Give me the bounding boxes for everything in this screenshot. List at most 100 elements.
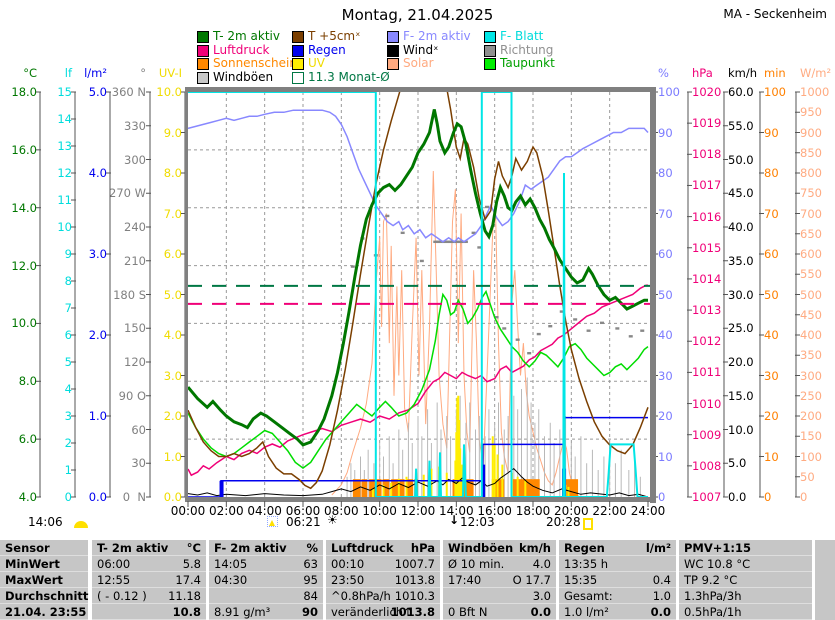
table-cell: Gesamt: bbox=[564, 589, 613, 603]
legend-color-box bbox=[197, 31, 209, 43]
table-column-3: Luftdruck hPa 00:10 1007.7 23:50 1013.8 ^0.8hP… bbox=[326, 540, 440, 620]
table-header-row: PMV+1:15 bbox=[679, 540, 812, 556]
plot-border-left bbox=[185, 87, 188, 502]
axis-tick-label: 8.0 bbox=[163, 166, 182, 180]
table-cell: Durchschnitt bbox=[5, 589, 89, 603]
axis-tick-label: 100 bbox=[764, 85, 786, 99]
axis-tick-label: 11 bbox=[57, 193, 72, 207]
axis-tick-label: 4 bbox=[64, 382, 72, 396]
table-cell: 14:05 bbox=[214, 557, 248, 571]
sun-icon: ☀ bbox=[327, 513, 338, 527]
axis-tick-label: 20.0 bbox=[728, 355, 754, 369]
axis-tick-label: 1020 bbox=[692, 85, 722, 99]
axis-tick-label: 1015 bbox=[692, 240, 722, 255]
stats-table: Sensor MinWert MaxWert Durchschnitt 21.04. 2… bbox=[0, 540, 835, 620]
axis-tick-label: 18.0 bbox=[11, 85, 37, 99]
axis-tick-label: 0.0 bbox=[163, 490, 182, 504]
table-column-unit: °C bbox=[186, 541, 201, 555]
axis-tick-label: 7 bbox=[64, 301, 72, 315]
axis-tick-label: 1.0 bbox=[88, 409, 107, 423]
table-cell: MaxWert bbox=[5, 573, 63, 587]
axis-tick-label: 800 bbox=[800, 166, 822, 180]
axis-header: min bbox=[764, 66, 786, 80]
moonrise-time: 14:06 bbox=[28, 515, 63, 529]
table-cell-value: 3.0 bbox=[532, 589, 551, 603]
axis-tick-label: 330 bbox=[124, 118, 146, 133]
series-t5cm bbox=[187, 90, 649, 490]
axis-header: l/m² bbox=[84, 66, 107, 80]
axis-tick-label: 1011 bbox=[692, 365, 722, 380]
plot-border-bottom bbox=[185, 497, 656, 502]
axis-tick-label: 400 bbox=[800, 328, 822, 342]
axis-tick-label: 4.0 bbox=[88, 166, 107, 180]
table-sensor-column: Sensor MinWert MaxWert Durchschnitt 21.04. 2… bbox=[0, 540, 88, 620]
axis-tick-label: 750 bbox=[800, 186, 822, 201]
solar-noon-time: 12:03 bbox=[460, 515, 495, 529]
table-column-unit: km/h bbox=[518, 541, 551, 555]
table-cell: Ø 10 min. bbox=[448, 557, 505, 571]
table-row-label: Durchschnitt bbox=[0, 588, 88, 604]
axis-tick-label: 450 bbox=[800, 307, 822, 322]
table-row: 8.91 g/m³ 90 bbox=[209, 604, 323, 620]
axis-tick-label: 50 bbox=[764, 287, 779, 302]
table-cell-value: 4.0 bbox=[532, 557, 551, 571]
table-cell: WC 10.8 °C bbox=[684, 557, 751, 571]
axis-tick-label: 9.0 bbox=[163, 125, 182, 140]
axis-header: W/m² bbox=[800, 66, 832, 80]
table-column-unit: % bbox=[306, 541, 318, 555]
axis-header: % bbox=[658, 66, 669, 80]
table-cell-value: 0.0 bbox=[530, 605, 551, 619]
axis-tick-label: 850 bbox=[800, 145, 822, 160]
table-cell-value: 11.18 bbox=[168, 589, 201, 603]
table-row-label: MaxWert bbox=[0, 572, 88, 588]
axis-tick-label: 6.0 bbox=[18, 432, 37, 447]
table-row-label: Sensor bbox=[0, 540, 88, 556]
axis-tick-label: 70 bbox=[658, 206, 673, 221]
table-header-row: T- 2m aktiv °C bbox=[92, 540, 206, 556]
axis-tick-label: 14.0 bbox=[11, 200, 37, 215]
axis-tick-label: 60 bbox=[764, 247, 779, 261]
table-cell-value: 90 bbox=[301, 605, 318, 619]
axis-tick-label: 90 bbox=[764, 125, 779, 140]
axis-tick-label: 25.0 bbox=[728, 321, 754, 336]
table-row: 1.3hPa/3h bbox=[679, 588, 812, 604]
legend-color-box bbox=[292, 31, 304, 43]
axis-tick-label: 5.0 bbox=[88, 85, 107, 99]
table-row: 10.8 bbox=[92, 604, 206, 620]
table-column-header: Regen bbox=[564, 541, 605, 555]
table-cell-value: 1013.8 bbox=[394, 573, 435, 587]
legend-item-label: Taupunkt bbox=[500, 56, 555, 70]
axis-tick-label: 10.0 bbox=[728, 422, 754, 437]
moonrise-icon bbox=[74, 521, 88, 528]
table-row: 00:10 1007.7 bbox=[326, 556, 440, 572]
table-column-unit: l/m² bbox=[645, 541, 671, 555]
time-tick-label: 10:00 bbox=[362, 504, 397, 518]
table-cell: 8.91 g/m³ bbox=[214, 605, 271, 619]
chart-series bbox=[187, 90, 649, 498]
axis-tick-label: 1000 bbox=[800, 85, 830, 99]
axis-tick-label: 30 bbox=[658, 368, 673, 383]
time-tick-label: 06:00 bbox=[285, 504, 321, 518]
axis-tick-label: 60 bbox=[658, 247, 673, 261]
time-tick-label: 24:00 bbox=[630, 504, 666, 518]
table-row: 15:35 0.4 bbox=[559, 572, 676, 588]
axis-tick-label: 60 bbox=[131, 422, 146, 437]
table-row: 84 bbox=[209, 588, 323, 604]
legend-item-label: Windˣ bbox=[403, 42, 439, 57]
table-cell: ( - 0.12 ) bbox=[97, 589, 147, 603]
axis-tick-label: 0.0 bbox=[728, 490, 747, 504]
table-header-row: Luftdruck hPa bbox=[326, 540, 440, 556]
table-cell-value: 1.0 bbox=[652, 589, 671, 603]
table-row: TP 9.2 °C bbox=[679, 572, 812, 588]
axis-tick-label: 10 bbox=[764, 449, 779, 464]
table-row: ( - 0.12 ) 11.18 bbox=[92, 588, 206, 604]
axis-tick-label: 1014 bbox=[692, 271, 722, 286]
axis-tick-label: 20 bbox=[658, 409, 673, 423]
table-row: 17:40 O 17.7 bbox=[443, 572, 556, 588]
axis-tick-label: 350 bbox=[800, 348, 822, 363]
series-taupunkt bbox=[187, 289, 649, 470]
table-column-header: T- 2m aktiv bbox=[97, 541, 169, 555]
table-cell: 00:10 bbox=[331, 557, 365, 571]
time-tick-label: 02:00 bbox=[209, 504, 244, 518]
table-cell: 0 Bft N bbox=[448, 605, 488, 619]
